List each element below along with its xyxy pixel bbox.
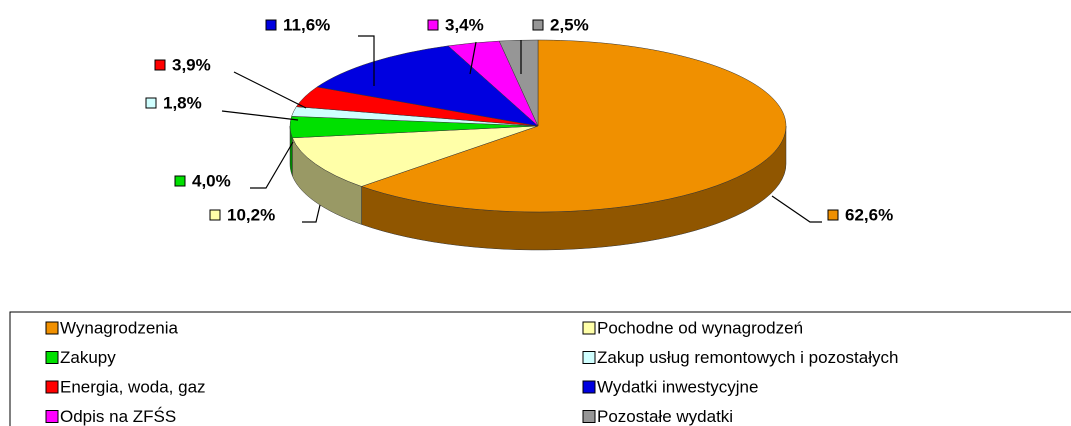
legend-swatch: [45, 351, 59, 364]
legend-box: [9, 311, 1071, 426]
leader-line: [302, 204, 321, 223]
leader-line: [221, 110, 299, 121]
legend-label: Zakupy: [60, 348, 116, 367]
legend-label: Zakup usług remontowych i pozostałych: [597, 348, 898, 367]
pie-slice: [498, 39, 539, 127]
pie-slice: [316, 45, 539, 127]
label-swatch: [145, 97, 157, 109]
pie-slice: [292, 125, 539, 187]
leader-line: [358, 35, 375, 86]
data-label: 3,9%: [172, 55, 211, 74]
legend-label: Pozostałe wydatki: [597, 407, 733, 426]
data-label: 11,6%: [283, 15, 330, 34]
legend-swatch: [582, 321, 596, 335]
label-swatch: [265, 19, 277, 31]
leader-line: [469, 41, 477, 75]
data-label: 2,5%: [550, 15, 589, 34]
data-label: 4,0%: [192, 171, 231, 190]
legend-swatch: [45, 321, 59, 335]
leader-line: [771, 195, 822, 223]
legend-label: Pochodne od wynagrodzeń: [597, 318, 803, 337]
label-swatch: [427, 19, 439, 31]
pie-slice: [360, 39, 787, 213]
label-swatch: [209, 209, 221, 221]
leader-line: [233, 71, 307, 109]
data-label: 3,4%: [445, 15, 484, 34]
legend-label: Energia, woda, gaz: [60, 377, 206, 396]
data-label: 1,8%: [163, 93, 202, 112]
legend-swatch: [582, 351, 596, 364]
label-swatch: [154, 59, 166, 71]
legend-swatch: [45, 380, 59, 394]
legend-label: Odpis na ZFŚS: [60, 407, 176, 426]
legend-swatch: [582, 410, 596, 423]
label-swatch: [827, 209, 839, 221]
legend-label: Wynagrodzenia: [60, 318, 179, 337]
legend-swatch: [45, 410, 59, 423]
data-label: 62,6%: [845, 205, 893, 224]
data-label: 10,2%: [227, 205, 275, 224]
legend-swatch: [582, 380, 596, 394]
label-swatch: [174, 175, 186, 187]
legend-label: Wydatki inwestycyjne: [597, 377, 758, 396]
label-swatch: [532, 19, 544, 31]
leader-line: [250, 141, 294, 189]
